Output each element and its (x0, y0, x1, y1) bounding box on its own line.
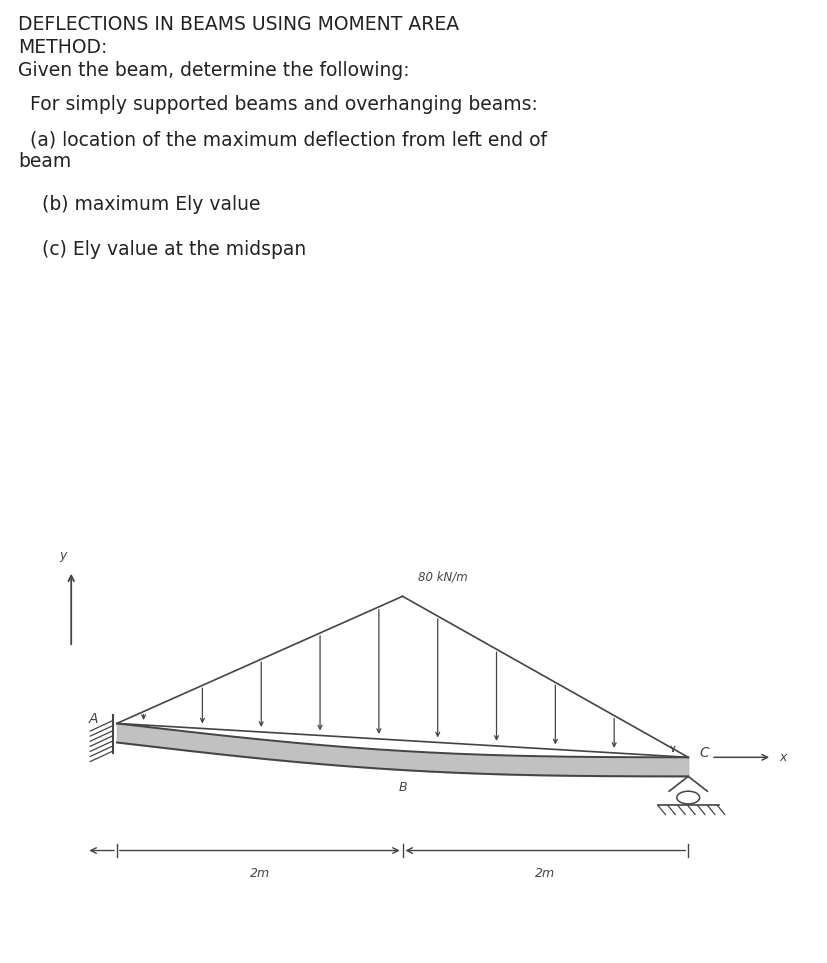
Text: x: x (779, 751, 786, 764)
Text: 2m: 2m (250, 868, 270, 880)
Text: (c) Ely value at the midspan: (c) Ely value at the midspan (18, 240, 306, 259)
Text: 2m: 2m (535, 868, 555, 880)
Text: METHOD:: METHOD: (18, 38, 108, 57)
Text: beam: beam (18, 152, 71, 171)
Text: y: y (60, 550, 67, 562)
Text: B: B (398, 781, 406, 794)
Text: A: A (88, 713, 98, 726)
Circle shape (676, 792, 699, 804)
Text: C: C (699, 746, 709, 760)
Text: For simply supported beams and overhanging beams:: For simply supported beams and overhangi… (18, 95, 538, 114)
Text: Given the beam, determine the following:: Given the beam, determine the following: (18, 61, 409, 80)
Text: (a) location of the maximum deflection from left end of: (a) location of the maximum deflection f… (18, 130, 547, 149)
Text: DEFLECTIONS IN BEAMS USING MOMENT AREA: DEFLECTIONS IN BEAMS USING MOMENT AREA (18, 15, 458, 34)
Text: (b) maximum Ely value: (b) maximum Ely value (18, 195, 261, 214)
Text: 80 kN/m: 80 kN/m (418, 571, 467, 584)
